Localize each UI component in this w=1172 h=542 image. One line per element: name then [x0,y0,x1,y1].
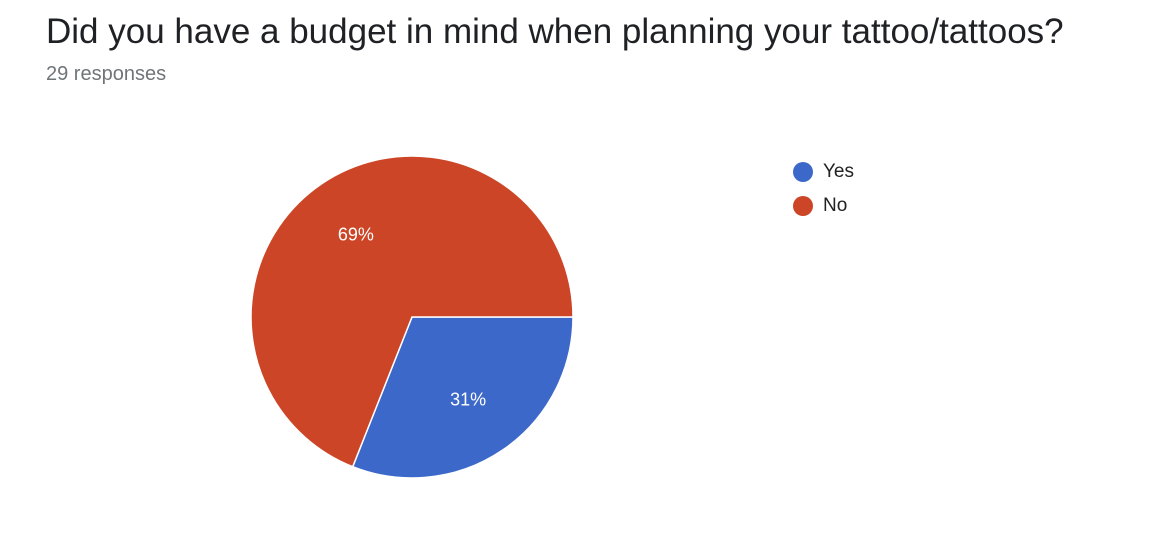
slice-label-no: 69% [338,224,374,244]
chart-legend: Yes No [793,155,854,223]
legend-label-yes: Yes [823,161,854,182]
response-count: 29 responses [46,63,167,85]
legend-label-no: No [823,195,848,216]
page-title: Did you have a budget in mind when plann… [46,12,1064,51]
pie-slice-yes[interactable] [351,316,574,479]
slice-label-yes: 31% [450,390,486,410]
pie-slice-no[interactable] [250,155,574,468]
legend-item-yes[interactable]: Yes [793,155,854,189]
pie-slices [250,155,574,479]
legend-swatch-no [793,196,813,216]
legend-item-no[interactable]: No [793,189,854,223]
legend-swatch-yes [793,162,813,182]
pie-labels: 31% 69% [338,224,486,409]
